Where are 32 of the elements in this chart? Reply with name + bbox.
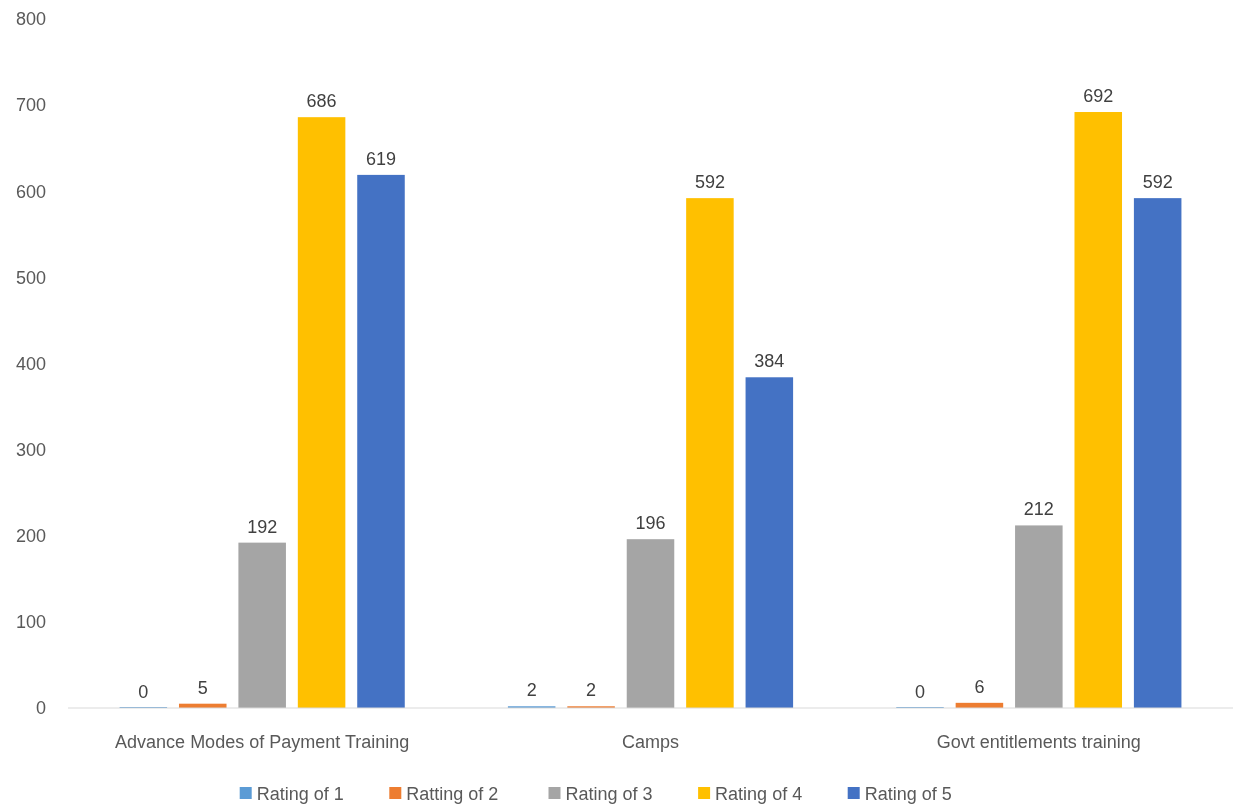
legend-label: Rating of 4 xyxy=(715,784,803,804)
data-label: 692 xyxy=(1083,86,1114,107)
y-tick-label: 800 xyxy=(15,9,46,30)
data-label: 384 xyxy=(754,351,785,372)
data-label: 2 xyxy=(586,680,597,701)
data-label: 0 xyxy=(915,682,926,702)
data-label: 6 xyxy=(974,676,985,697)
y-tick-label: 700 xyxy=(15,95,46,116)
data-label: 192 xyxy=(247,516,278,537)
data-label: 2 xyxy=(526,680,537,701)
legend-label: Ratting of 2 xyxy=(406,784,499,804)
data-label: 619 xyxy=(365,148,397,169)
y-tick-label: 200 xyxy=(15,526,46,547)
y-tick-label: 100 xyxy=(15,612,46,633)
x-tick-label: Advance Modes of Payment Training xyxy=(115,732,410,752)
x-tick-label: Govt entitlements training xyxy=(936,732,1141,752)
data-label: 196 xyxy=(635,513,666,534)
y-tick-label: 400 xyxy=(15,353,46,374)
legend-label: Rating of 3 xyxy=(565,784,653,804)
data-label: 686 xyxy=(306,91,337,112)
y-tick-label: 600 xyxy=(15,181,46,202)
y-tick-label: 500 xyxy=(15,267,46,288)
data-label: 592 xyxy=(1142,172,1173,193)
legend-label: Rating of 1 xyxy=(256,784,344,804)
y-tick-label: 0 xyxy=(35,698,46,719)
data-label: 592 xyxy=(694,172,725,193)
data-label: 212 xyxy=(1023,499,1054,520)
legend-label: Rating of 5 xyxy=(864,784,952,804)
data-label: 5 xyxy=(197,677,208,698)
y-tick-label: 300 xyxy=(15,439,46,460)
data-label: 0 xyxy=(138,682,149,702)
x-tick-label: Camps xyxy=(621,732,680,752)
